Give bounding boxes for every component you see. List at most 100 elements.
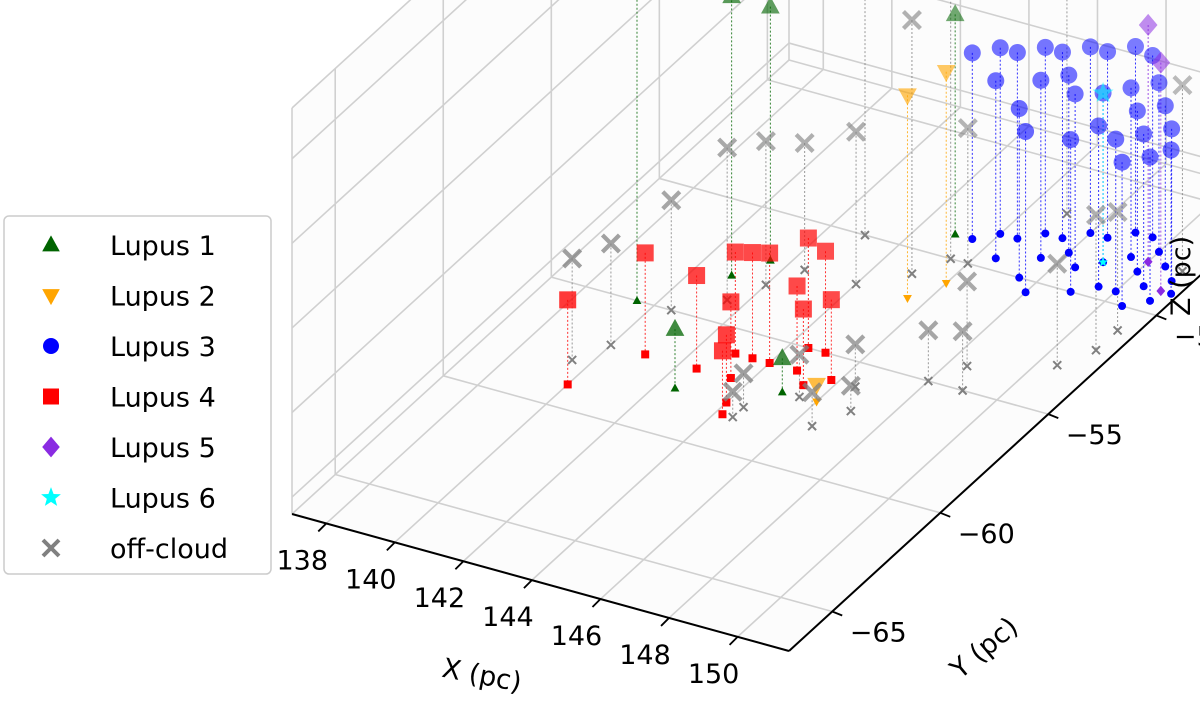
lupus-4-point	[559, 291, 577, 309]
y-tick-label: −65	[850, 618, 907, 649]
x-tick-mark	[591, 598, 602, 608]
off-cloud-point	[846, 121, 867, 142]
lupus-3-point	[963, 44, 981, 62]
lupus-3-floor-point	[1015, 273, 1024, 282]
off-cloud-floor-point	[846, 406, 856, 416]
lupus-3-point	[1122, 79, 1140, 97]
off-cloud-floor-point	[567, 355, 577, 365]
lupus-3-floor-point	[1021, 288, 1030, 297]
lupus-3-floor-point	[1086, 229, 1095, 238]
lupus-3-point	[1062, 131, 1080, 149]
lupus-4-point	[822, 291, 840, 309]
lupus-4-point	[722, 293, 740, 311]
lupus-1-point	[665, 318, 685, 336]
lupus-4-floor-point	[821, 348, 830, 357]
off-cloud-floor-point	[666, 305, 676, 315]
off-cloud-floor-point	[1052, 360, 1062, 370]
lupus-3-point	[1081, 38, 1099, 56]
x-tick-label: 142	[414, 583, 466, 614]
lupus-4-floor-point	[641, 350, 650, 359]
off-cloud-floor-point	[923, 376, 934, 386]
lupus-1-point	[722, 0, 741, 4]
lupus-3-floor-point	[1167, 277, 1176, 286]
lupus-4-floor-point	[726, 374, 735, 383]
off-cloud-floor-point	[907, 269, 917, 279]
off-cloud-floor-point	[738, 402, 749, 412]
off-cloud-floor-point	[962, 361, 972, 371]
grid-line-z-back	[936, 0, 1200, 73]
axes-panes	[292, 0, 1200, 651]
lupus-3-floor-point	[1071, 263, 1080, 272]
y-axis-label: Y (pc)	[944, 611, 1025, 686]
x-tick-label: 146	[551, 621, 603, 652]
floor-pane	[292, 60, 1200, 651]
x-tick-label: 150	[688, 659, 740, 690]
side-pane	[292, 0, 789, 514]
legend-marker-lupus-6	[41, 487, 61, 506]
off-cloud-floor-point	[851, 279, 861, 289]
lupus-4-floor-point	[563, 380, 572, 389]
lupus-3-floor-point	[1058, 234, 1067, 243]
lupus-3-floor-point	[1161, 262, 1170, 271]
x-tick-mark	[317, 522, 327, 533]
off-cloud-point	[1107, 202, 1128, 223]
lupus-1-floor-point	[632, 295, 642, 304]
lupus-1-point	[761, 0, 780, 14]
lupus-3-point	[1107, 130, 1125, 148]
off-cloud-floor-point	[1177, 266, 1188, 276]
grid-line-z-side	[291, 0, 467, 160]
lupus-4-point	[743, 244, 761, 262]
off-cloud-point	[755, 131, 776, 152]
off-cloud-floor-point	[794, 392, 805, 402]
off-cloud-point	[918, 320, 939, 341]
off-cloud-point	[1172, 75, 1193, 96]
off-cloud-point	[600, 233, 621, 254]
legend-marker-lupus-5	[42, 436, 60, 458]
legend-label-lupus-2: Lupus 2	[110, 282, 216, 313]
off-cloud-floor-point	[728, 412, 738, 422]
lupus-3-floor-point	[1066, 287, 1075, 296]
lupus-3-point	[1053, 43, 1071, 61]
x-axis-label: X (pc)	[440, 653, 525, 699]
lupus-4-point	[794, 300, 812, 318]
y-tick-mark	[1047, 413, 1059, 419]
x-tick-label: 140	[345, 564, 397, 595]
lupus-4-floor-point	[748, 354, 757, 363]
lupus-3-point	[987, 72, 1005, 90]
lupus-4-point	[688, 267, 706, 285]
lupus-3-floor-point	[991, 254, 1000, 263]
off-cloud-point	[957, 271, 978, 292]
off-cloud-point	[794, 133, 815, 154]
lupus-2-floor-point	[903, 295, 912, 304]
lupus-2-point	[898, 88, 917, 106]
legend-label-lupus-3: Lupus 3	[110, 332, 216, 363]
off-cloud-point	[840, 375, 861, 396]
legend-label-lupus-1: Lupus 1	[110, 231, 216, 262]
x-tick-label: 144	[482, 602, 534, 633]
legend-label-lupus-6: Lupus 6	[110, 484, 216, 515]
lupus-5-floor-point	[1156, 285, 1166, 297]
off-cloud-floor-point	[1062, 208, 1072, 219]
x-tick-mark	[386, 541, 396, 551]
lupus-3-floor-point	[1064, 248, 1073, 257]
lupus-4-floor-point	[827, 376, 836, 385]
legend-marker-lupus-3	[43, 338, 59, 354]
lupus-3-point	[1032, 71, 1050, 89]
legend-label-off-cloud: off-cloud	[110, 534, 228, 565]
grid-line-z-side	[291, 0, 653, 329]
data-points	[559, 0, 1193, 403]
lupus-1-floor-point	[950, 229, 960, 238]
off-cloud-floor-point	[807, 421, 817, 431]
off-cloud-point	[952, 321, 973, 342]
off-cloud-floor-point	[761, 280, 771, 290]
lupus-4-floor-point	[718, 410, 727, 419]
lupus-3-floor-point	[1131, 228, 1140, 237]
pane-edge	[788, 59, 1200, 175]
grid-line-y-floor	[443, 375, 941, 514]
y-tick-mark	[939, 511, 951, 518]
y-tick-label: −55	[1066, 420, 1123, 451]
lupus-1-point	[945, 4, 965, 22]
lupus-2-point	[936, 64, 956, 82]
y-tick-label: −50	[1174, 321, 1200, 352]
lupus-1-floor-point	[727, 270, 737, 279]
